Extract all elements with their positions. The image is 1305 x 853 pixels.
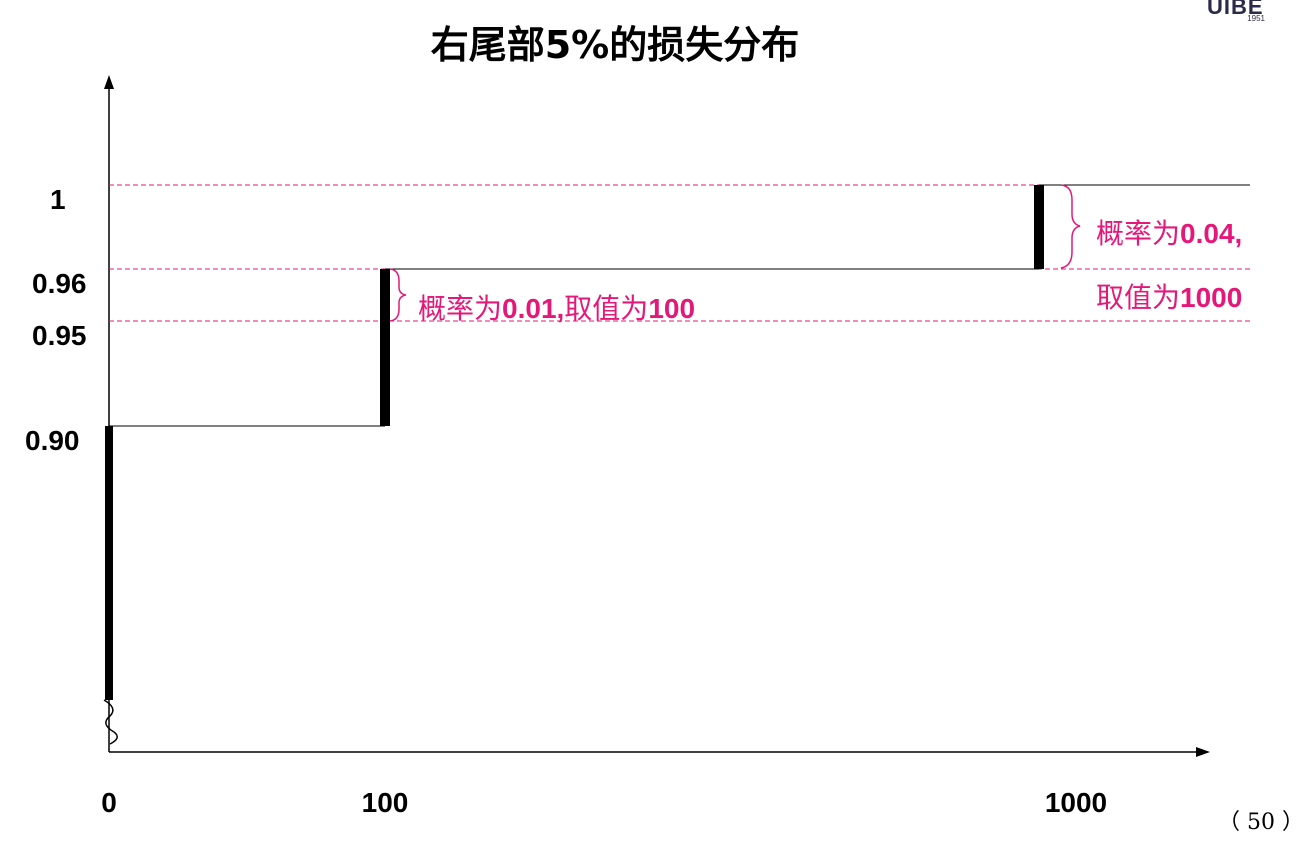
y-tick-label: 0.95 (32, 320, 87, 351)
annotation-2-line2-value: 1000 (1180, 282, 1242, 313)
x-tick-label: 0 (101, 787, 117, 818)
annotation-2-line2-prefix: 取值为 (1096, 282, 1180, 313)
y-tick-label: 0.90 (25, 425, 80, 456)
annotation-1-value: 0.01, (502, 293, 564, 324)
y-axis-arrow (104, 75, 114, 89)
annotation-1: 概率为0.01,取值为100 (418, 293, 695, 324)
annotation-2-line1-prefix: 概率为 (1096, 218, 1180, 249)
annotation-2-line1-value: 0.04, (1180, 218, 1242, 249)
y-tick-label: 1 (50, 184, 66, 215)
axis-break (103, 699, 118, 745)
university-logo: UIBE 1951 (1207, 0, 1271, 34)
annotation-1-prefix: 概率为 (418, 293, 502, 324)
annotation-brace-1 (389, 268, 407, 322)
chart-title: 右尾部5%的损失分布 (430, 23, 800, 67)
annotation-1-tail-cn: 取值为 (564, 293, 648, 324)
x-tick-label: 1000 (1045, 787, 1107, 818)
annotation-brace-2 (1060, 184, 1081, 269)
y-tick-label: 0.96 (32, 268, 87, 299)
logo-year: 1951 (1247, 14, 1265, 23)
logo-text: UIBE (1207, 0, 1264, 19)
page-number: （ 50 ） (1218, 810, 1304, 835)
annotation-2-line2: 取值为1000 (1096, 282, 1242, 313)
annotation-1-tail-num: 100 (648, 293, 695, 324)
x-axis-arrow (1196, 747, 1210, 757)
annotation-2-line1: 概率为0.04, (1096, 218, 1242, 249)
x-tick-label: 100 (362, 787, 409, 818)
